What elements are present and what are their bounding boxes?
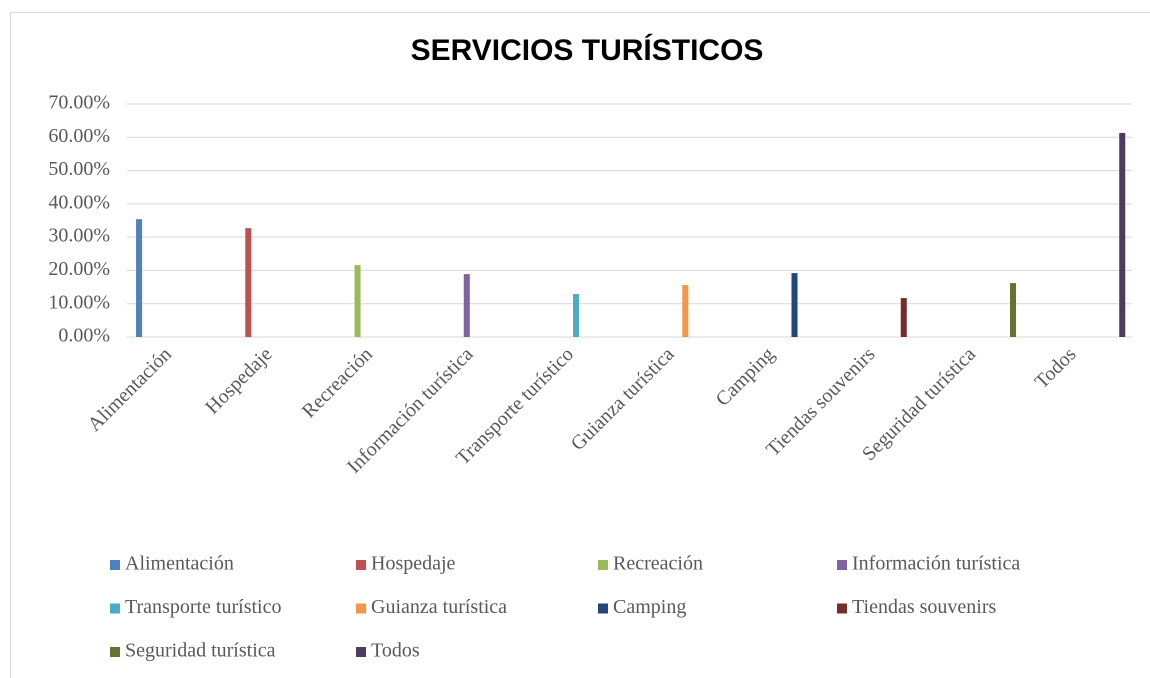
legend-swatch	[356, 647, 366, 657]
legend-label: Hospedaje	[371, 553, 456, 575]
legend-swatch	[110, 603, 120, 614]
legend-label: Transporte turístico	[125, 596, 281, 618]
legend-swatch	[110, 560, 120, 570]
legend-label: Información turística	[852, 553, 1020, 575]
x-tick-label: Tiendas souvenirs	[762, 343, 880, 461]
legend-label: Seguridad turística	[125, 640, 276, 662]
y-tick-label: 10.00%	[48, 291, 110, 313]
x-tick-label: Recreación	[298, 343, 377, 422]
legend-label: Todos	[371, 640, 420, 662]
y-tick-label: 0.00%	[58, 325, 110, 347]
bar	[900, 298, 907, 337]
bar	[136, 219, 143, 337]
legend-swatch	[598, 603, 608, 614]
y-tick-label: 70.00%	[48, 92, 110, 114]
legend-label: Recreación	[613, 553, 703, 575]
y-tick-label: 60.00%	[48, 125, 110, 147]
bar	[682, 285, 689, 337]
legend-swatch	[110, 647, 120, 657]
bar	[354, 265, 361, 337]
bar	[791, 273, 798, 337]
legend-label: Tiendas souvenirs	[852, 596, 996, 618]
bar	[1009, 283, 1017, 337]
legend-swatch	[837, 560, 847, 570]
legend-label: Camping	[613, 596, 686, 618]
y-tick-label: 20.00%	[48, 258, 110, 280]
chart-title: SERVICIOS TURÍSTICOS	[411, 33, 764, 67]
bar	[573, 294, 580, 337]
legend-swatch	[356, 560, 366, 570]
legend-label: Alimentación	[125, 553, 234, 575]
x-tick-label: Todos	[1031, 343, 1081, 393]
x-tick-label: Alimentación	[84, 343, 177, 436]
y-tick-label: 40.00%	[48, 191, 110, 213]
y-tick-label: 30.00%	[48, 225, 110, 247]
legend-label: Guianza turística	[371, 596, 507, 618]
bar	[463, 274, 470, 337]
y-tick-label: 50.00%	[48, 158, 110, 180]
x-tick-label: Guianza turística	[567, 343, 679, 455]
x-tick-label: Camping	[712, 343, 779, 410]
bar	[1119, 132, 1126, 337]
legend-swatch	[598, 560, 608, 570]
chart-border	[10, 12, 1150, 678]
x-tick-label: Hospedaje	[201, 343, 276, 418]
legend-swatch	[356, 603, 366, 614]
bar	[245, 228, 252, 337]
legend-swatch	[837, 603, 847, 614]
